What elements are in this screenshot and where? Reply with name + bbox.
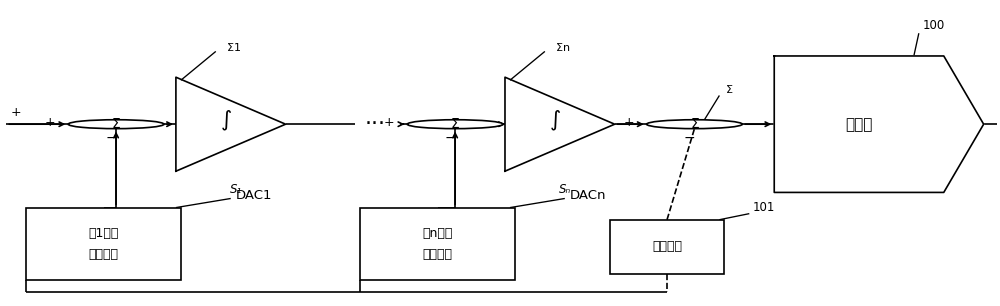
Text: +: + <box>11 106 22 118</box>
Text: +: + <box>45 116 56 129</box>
Text: ···: ··· <box>365 114 386 134</box>
Bar <box>26 207 181 280</box>
Text: S₁: S₁ <box>230 183 242 196</box>
Ellipse shape <box>647 120 742 129</box>
Bar <box>360 207 515 280</box>
Text: $\Sigma$: $\Sigma$ <box>111 117 121 131</box>
Text: 量化器: 量化器 <box>845 117 873 132</box>
Ellipse shape <box>407 120 503 129</box>
Text: $\Sigma$n: $\Sigma$n <box>555 41 570 53</box>
Polygon shape <box>774 56 984 192</box>
Text: Sₙ: Sₙ <box>559 183 571 196</box>
Text: −: − <box>444 131 456 145</box>
Text: $\Sigma$: $\Sigma$ <box>725 84 734 95</box>
Bar <box>610 220 724 274</box>
Text: −: − <box>684 131 695 145</box>
Text: $\Sigma$: $\Sigma$ <box>450 117 460 131</box>
Ellipse shape <box>68 120 164 129</box>
Text: 模转换器: 模转换器 <box>89 248 119 261</box>
Text: +: + <box>623 116 634 129</box>
Text: $\int$: $\int$ <box>220 109 232 133</box>
Text: DAC1: DAC1 <box>236 189 272 202</box>
Text: 模转换器: 模转换器 <box>423 248 453 261</box>
Text: DACn: DACn <box>570 189 606 202</box>
Text: 第n级数: 第n级数 <box>422 227 453 240</box>
Text: 100: 100 <box>923 19 945 32</box>
Text: $\int$: $\int$ <box>549 109 561 133</box>
Text: 第1级数: 第1级数 <box>88 227 119 240</box>
Text: $\Sigma$: $\Sigma$ <box>690 117 699 131</box>
Text: $\Sigma$1: $\Sigma$1 <box>226 41 241 53</box>
Text: −: − <box>105 131 117 145</box>
Text: 101: 101 <box>753 201 775 214</box>
Text: +: + <box>384 116 395 129</box>
Text: 补偿电路: 补偿电路 <box>652 241 682 253</box>
